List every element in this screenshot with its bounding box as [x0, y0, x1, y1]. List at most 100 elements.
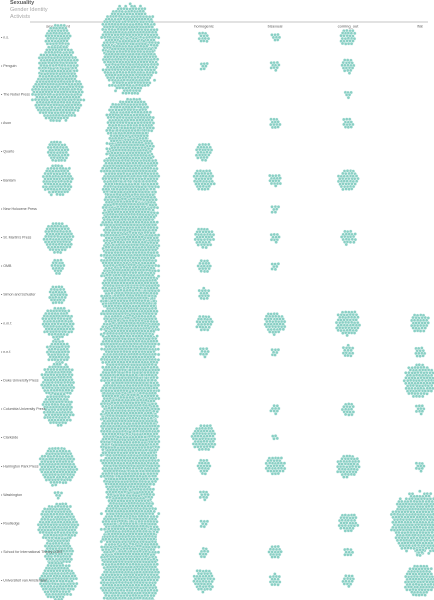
dot — [138, 4, 143, 8]
dot — [340, 41, 345, 46]
dot — [113, 240, 117, 244]
dot — [152, 57, 157, 61]
dot-cluster[interactable] — [339, 28, 357, 46]
dot — [275, 38, 280, 42]
dot — [69, 113, 74, 118]
dot — [60, 82, 65, 86]
dot — [205, 322, 210, 327]
dot — [65, 28, 69, 33]
dot — [57, 118, 62, 123]
dot — [128, 229, 132, 234]
dot-cluster[interactable] — [42, 221, 75, 255]
dot-cluster[interactable] — [336, 169, 360, 192]
dot — [344, 242, 349, 247]
dot — [53, 90, 57, 94]
dot — [149, 43, 153, 47]
dot — [152, 250, 156, 255]
dot — [278, 181, 283, 186]
dot — [144, 311, 149, 316]
dot-cluster[interactable] — [342, 117, 355, 130]
dot — [269, 117, 273, 122]
dot — [50, 158, 55, 162]
dot-cluster[interactable] — [48, 285, 69, 305]
column-header-bisexual: bisexual — [268, 24, 283, 29]
dot-cluster[interactable] — [192, 169, 216, 192]
dot — [104, 205, 109, 210]
dot — [115, 60, 119, 64]
dot — [128, 240, 132, 244]
dot — [102, 35, 107, 40]
dot — [99, 35, 104, 40]
dot — [123, 223, 128, 227]
dot-cluster[interactable] — [334, 310, 362, 338]
dot-cluster[interactable] — [270, 32, 282, 42]
dot-cluster[interactable] — [195, 314, 214, 332]
dot — [349, 125, 354, 129]
nav-item-sexuality[interactable]: Sexuality — [10, 0, 35, 6]
dot — [80, 90, 84, 94]
dot — [138, 197, 143, 201]
dot-cluster[interactable] — [50, 258, 66, 276]
dot — [63, 158, 67, 163]
dot — [349, 41, 354, 46]
dot — [156, 35, 161, 40]
dot-cluster[interactable] — [339, 229, 358, 247]
dot-cluster[interactable] — [270, 204, 281, 214]
dot-cluster[interactable] — [193, 227, 216, 250]
dot-cluster[interactable] — [263, 312, 287, 337]
dot — [99, 274, 104, 278]
dot-cluster[interactable] — [30, 66, 86, 123]
nav-item-activists[interactable]: Activists — [10, 14, 31, 21]
dot — [43, 187, 48, 192]
dot — [156, 327, 161, 332]
dot — [211, 237, 216, 242]
dot — [152, 38, 156, 42]
dot-cluster[interactable] — [269, 60, 281, 73]
dot — [52, 234, 57, 239]
dot — [52, 250, 57, 255]
dot — [119, 288, 123, 292]
dot — [30, 92, 35, 97]
dot-cluster[interactable] — [269, 117, 282, 130]
dot — [197, 288, 202, 293]
dot-cluster[interactable] — [270, 262, 281, 272]
dot — [127, 91, 131, 95]
dot-cluster[interactable] — [343, 90, 353, 100]
dot-cluster[interactable] — [199, 61, 209, 71]
nav-item-gender-identity[interactable]: Gender Identity — [10, 7, 48, 14]
dot — [343, 42, 348, 46]
dot — [276, 125, 280, 129]
dot — [55, 192, 59, 197]
dot — [199, 269, 203, 273]
dot — [195, 325, 199, 329]
dot — [127, 49, 131, 54]
dot — [154, 70, 158, 75]
dot — [53, 158, 58, 163]
dot-cluster[interactable] — [41, 306, 75, 342]
dot — [75, 68, 79, 73]
dot-cluster[interactable] — [268, 173, 283, 188]
dot — [205, 39, 209, 44]
dot — [141, 65, 146, 69]
dot-cluster[interactable] — [269, 232, 281, 244]
dot — [137, 83, 142, 87]
dot-cluster[interactable] — [46, 140, 70, 163]
dot-cluster[interactable] — [197, 286, 211, 301]
dot-cluster[interactable] — [340, 58, 356, 75]
dot — [197, 187, 201, 191]
dot — [132, 301, 137, 305]
dot — [110, 190, 115, 194]
dot — [104, 176, 108, 181]
dot — [102, 263, 107, 268]
dot — [346, 125, 351, 130]
dot-cluster[interactable] — [196, 258, 213, 274]
dot — [99, 169, 104, 173]
dot — [274, 207, 279, 211]
dot — [123, 237, 128, 242]
dot-cluster[interactable] — [41, 163, 74, 197]
dot-cluster[interactable] — [194, 142, 214, 163]
dot — [201, 245, 205, 250]
dot-cluster[interactable] — [197, 31, 211, 44]
dot — [99, 299, 104, 303]
dot — [120, 253, 125, 257]
